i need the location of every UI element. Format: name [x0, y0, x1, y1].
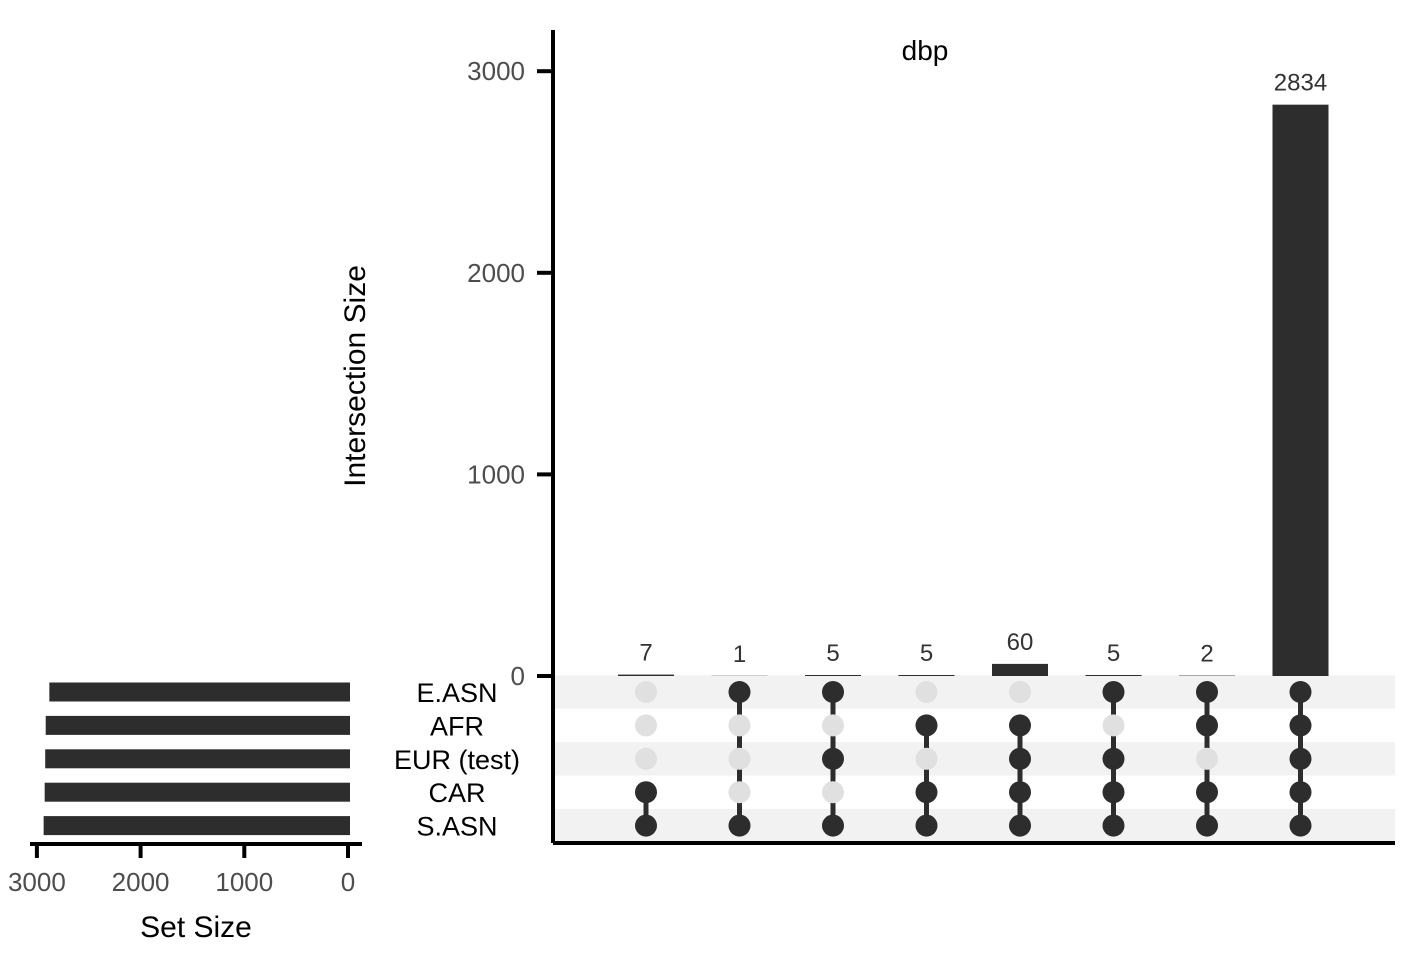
matrix-dot-8-e-asn: [1289, 681, 1312, 703]
matrix-dot-1-e-asn: [635, 681, 657, 703]
matrix-dot-1-s-asn: [635, 814, 657, 837]
matrix-dot-6-afr: [1102, 714, 1125, 737]
matrix-dot-2-car: [728, 781, 751, 804]
matrix-dot-5-afr: [1009, 714, 1031, 737]
matrix-dot-7-afr: [1196, 714, 1218, 737]
matrix-dot-5-e-asn: [1009, 681, 1031, 703]
matrix-dot-8-car: [1289, 781, 1312, 804]
intersection-bar-3: [805, 674, 861, 676]
matrix-dot-2-eur-test: [728, 747, 751, 770]
matrix-dot-3-afr: [822, 714, 844, 737]
y-tick-label-2000: 2000: [467, 258, 525, 288]
matrix-dot-7-eur-test: [1196, 747, 1218, 770]
matrix-dot-8-eur-test: [1289, 747, 1312, 770]
matrix-dot-6-s-asn: [1102, 814, 1125, 837]
set-size-tick-label-2000: 2000: [112, 867, 170, 897]
set-size-tick-label-0: 0: [341, 867, 355, 897]
intersection-bar-label-5: 60: [1007, 629, 1034, 656]
matrix-dot-5-eur-test: [1009, 747, 1031, 770]
matrix-row-stripes: [555, 675, 1395, 843]
matrix-dot-3-eur-test: [822, 747, 844, 770]
intersection-bar-label-6: 5: [1107, 640, 1120, 667]
matrix-dot-8-s-asn: [1289, 814, 1312, 837]
intersection-bar-label-1: 7: [639, 640, 652, 667]
y-axis-title: Intersection Size: [339, 265, 372, 487]
set-label-car: CAR: [428, 778, 485, 808]
intersection-bar-label-7: 2: [1200, 641, 1213, 668]
intersection-bar-4: [898, 674, 955, 676]
set-size-tick-label-1000: 1000: [215, 867, 273, 897]
set-size-tick-label-3000: 3000: [8, 867, 66, 897]
intersection-bar-6: [1085, 674, 1142, 676]
matrix-dot-4-s-asn: [915, 814, 938, 837]
matrix-dot-6-e-asn: [1102, 681, 1125, 703]
matrix-dot-4-afr: [915, 714, 938, 737]
intersection-bar-label-8: 2834: [1274, 70, 1327, 97]
set-size-axis: 3000 2000 1000 0: [8, 842, 362, 897]
y-tick-label-0: 0: [511, 661, 525, 691]
matrix-dot-2-afr: [728, 714, 751, 737]
intersection-bar-5: [992, 663, 1048, 676]
intersection-bar-label-2: 1: [733, 641, 746, 668]
row-stripe-e-asn: [555, 675, 1395, 709]
set-label-afr: AFR: [430, 711, 484, 741]
matrix-dot-7-e-asn: [1196, 681, 1218, 703]
set-label-eur-test: EUR (test): [394, 745, 520, 775]
intersection-bar-1: [618, 674, 674, 676]
set-size-bar-car: [44, 782, 351, 802]
chart-title: dbp: [902, 35, 949, 66]
matrix-dot-4-car: [915, 781, 938, 804]
intersection-bar-labels: 7 1 5 5 60 5 2 2834: [639, 70, 1327, 668]
matrix-dot-2-e-asn: [728, 681, 751, 703]
row-stripe-s-asn: [555, 808, 1395, 843]
row-stripe-eur-test: [555, 742, 1395, 776]
y-tick-label-3000: 3000: [467, 56, 525, 86]
set-size-axis-title: Set Size: [140, 911, 252, 944]
matrix-dot-4-e-asn: [915, 681, 938, 703]
set-label-s-asn: S.ASN: [416, 812, 497, 842]
intersection-bar-8: [1272, 104, 1329, 677]
matrix-dot-1-afr: [635, 714, 657, 737]
matrix-dot-8-afr: [1289, 714, 1312, 737]
matrix-dot-1-car: [635, 781, 657, 804]
matrix-dot-5-car: [1009, 781, 1031, 804]
set-label-e-asn: E.ASN: [416, 678, 497, 708]
y-tick-label-1000: 1000: [467, 459, 525, 489]
intersection-bars: [618, 104, 1329, 677]
matrix-dot-7-s-asn: [1196, 814, 1218, 837]
matrix-dot-7-car: [1196, 781, 1218, 804]
set-size-bar-afr: [45, 715, 350, 735]
matrix-dot-6-car: [1102, 781, 1125, 804]
membership-matrix: [635, 681, 1312, 837]
intersection-size-axis: 0 1000 2000 3000: [467, 30, 1395, 845]
set-size-bar-s-asn: [43, 816, 350, 836]
intersection-bar-label-4: 5: [920, 640, 933, 667]
matrix-dot-3-e-asn: [822, 681, 844, 703]
matrix-dot-4-eur-test: [915, 747, 938, 770]
matrix-dot-2-s-asn: [728, 814, 751, 837]
matrix-dot-5-s-asn: [1009, 814, 1031, 837]
set-size-bar-eur-test: [45, 749, 351, 769]
set-size-bar-e-asn: [49, 682, 351, 702]
matrix-dot-1-eur-test: [635, 747, 657, 770]
matrix-dot-3-s-asn: [822, 814, 844, 837]
matrix-dot-3-car: [822, 781, 844, 804]
intersection-bar-label-3: 5: [826, 640, 839, 667]
matrix-dot-6-eur-test: [1102, 747, 1125, 770]
set-size-bars: [43, 682, 351, 836]
